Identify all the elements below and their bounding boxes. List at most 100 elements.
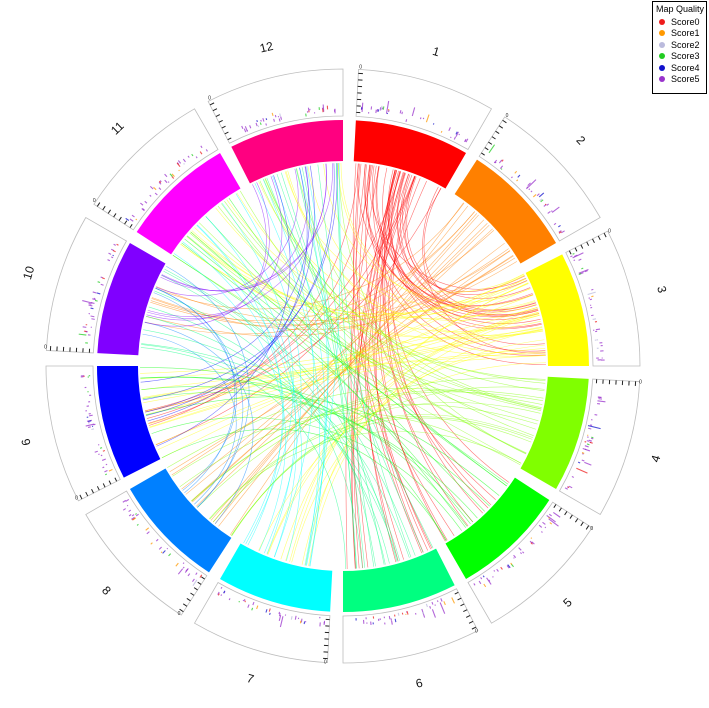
track-mark <box>382 106 385 110</box>
track-mark <box>572 252 584 259</box>
axis-tick-label: 0 <box>475 628 478 634</box>
track-mark <box>273 118 275 122</box>
track-mark <box>547 210 551 214</box>
track-mark <box>88 304 93 307</box>
track-mark <box>108 469 113 472</box>
link-7-11 <box>221 202 294 545</box>
track-mark <box>513 554 517 558</box>
legend-label: Score4 <box>671 62 700 73</box>
track-mark <box>136 523 139 526</box>
track-mark <box>177 160 182 164</box>
track-mark <box>91 318 95 320</box>
track-mark <box>249 125 252 129</box>
axis-tick <box>179 608 184 613</box>
link-2-8 <box>192 223 488 503</box>
track-mark <box>411 107 416 117</box>
track-mark <box>550 210 553 212</box>
track-mark <box>135 513 137 515</box>
link-2-8 <box>181 202 464 490</box>
track-mark <box>175 562 179 567</box>
track-mark <box>217 593 220 596</box>
track-mark <box>191 153 194 157</box>
link-3-12 <box>323 163 531 303</box>
axis-tick <box>460 603 465 607</box>
track-mark <box>443 601 446 606</box>
axis-tick <box>586 241 590 246</box>
track-mark <box>501 159 504 162</box>
track-mark <box>278 615 282 622</box>
legend-item-score3: Score3 <box>656 51 703 63</box>
link-3-7 <box>280 313 540 560</box>
sector-label-10: 10 <box>20 264 37 281</box>
axis-tick-label: 0 <box>324 659 327 665</box>
legend-label: Score2 <box>671 39 700 50</box>
track-mark <box>199 574 203 578</box>
link-1-5 <box>382 171 469 527</box>
track-mark <box>150 542 153 545</box>
sector-label-5: 5 <box>560 595 575 610</box>
link-4-8 <box>191 377 546 502</box>
track-mark <box>256 605 259 610</box>
link-4-12 <box>259 180 542 410</box>
track-mark <box>131 214 135 218</box>
track-mark <box>260 119 262 122</box>
link-3-12 <box>340 163 525 293</box>
track-mark <box>92 298 96 301</box>
track-mark <box>177 568 184 575</box>
link-8-10 <box>153 292 237 491</box>
track-mark <box>514 170 518 174</box>
track-mark <box>455 131 458 135</box>
track-mark <box>162 550 166 554</box>
track-mark <box>385 100 390 114</box>
track-mark <box>146 531 150 535</box>
track-mark <box>564 487 568 490</box>
track-mark <box>294 615 297 620</box>
track-mark <box>223 590 226 594</box>
track-mark <box>494 161 497 164</box>
track-mark <box>154 192 158 196</box>
link-6-12 <box>266 177 385 565</box>
axis-tick <box>457 597 462 601</box>
track-mark <box>587 291 596 296</box>
legend: Map Quality Score0 Score1 Score2 Score3 … <box>652 1 707 94</box>
link-3-11 <box>187 235 527 315</box>
track-mark <box>280 116 283 120</box>
track-1 <box>355 68 493 151</box>
track-mark <box>102 466 105 469</box>
track-mark <box>530 542 533 545</box>
sector-label-4: 4 <box>648 453 663 464</box>
link-7-12 <box>272 175 326 567</box>
track-mark <box>558 231 562 234</box>
track-11 <box>93 108 219 231</box>
track-mark <box>145 527 150 531</box>
track-mark <box>548 516 550 519</box>
track-mark <box>465 138 469 143</box>
track-mark <box>399 110 402 114</box>
track-mark <box>159 180 162 183</box>
track-mark <box>149 194 152 197</box>
axis-tick <box>585 525 590 530</box>
axis-tick <box>502 119 507 124</box>
track-mark <box>482 575 485 578</box>
axis-tick <box>215 114 221 117</box>
legend-swatch <box>659 64 665 71</box>
track-mark <box>122 508 126 511</box>
track-mark <box>561 230 565 234</box>
track-mark <box>87 420 92 423</box>
track-mark <box>192 579 198 586</box>
track-mark <box>453 136 457 140</box>
track-mark <box>108 252 112 255</box>
link-7-11 <box>196 225 283 546</box>
track-mark <box>183 163 185 165</box>
link-6-10 <box>164 268 416 556</box>
track-mark <box>82 326 87 328</box>
track-mark <box>451 597 455 604</box>
track-mark <box>517 174 521 178</box>
track-mark <box>92 291 97 294</box>
axis-tick <box>580 244 584 249</box>
track-mark <box>581 452 585 454</box>
axis-tick <box>574 247 578 252</box>
link-6-12 <box>317 164 366 568</box>
link-9-12 <box>146 165 315 416</box>
axis-tick-label: 0 <box>208 96 211 102</box>
